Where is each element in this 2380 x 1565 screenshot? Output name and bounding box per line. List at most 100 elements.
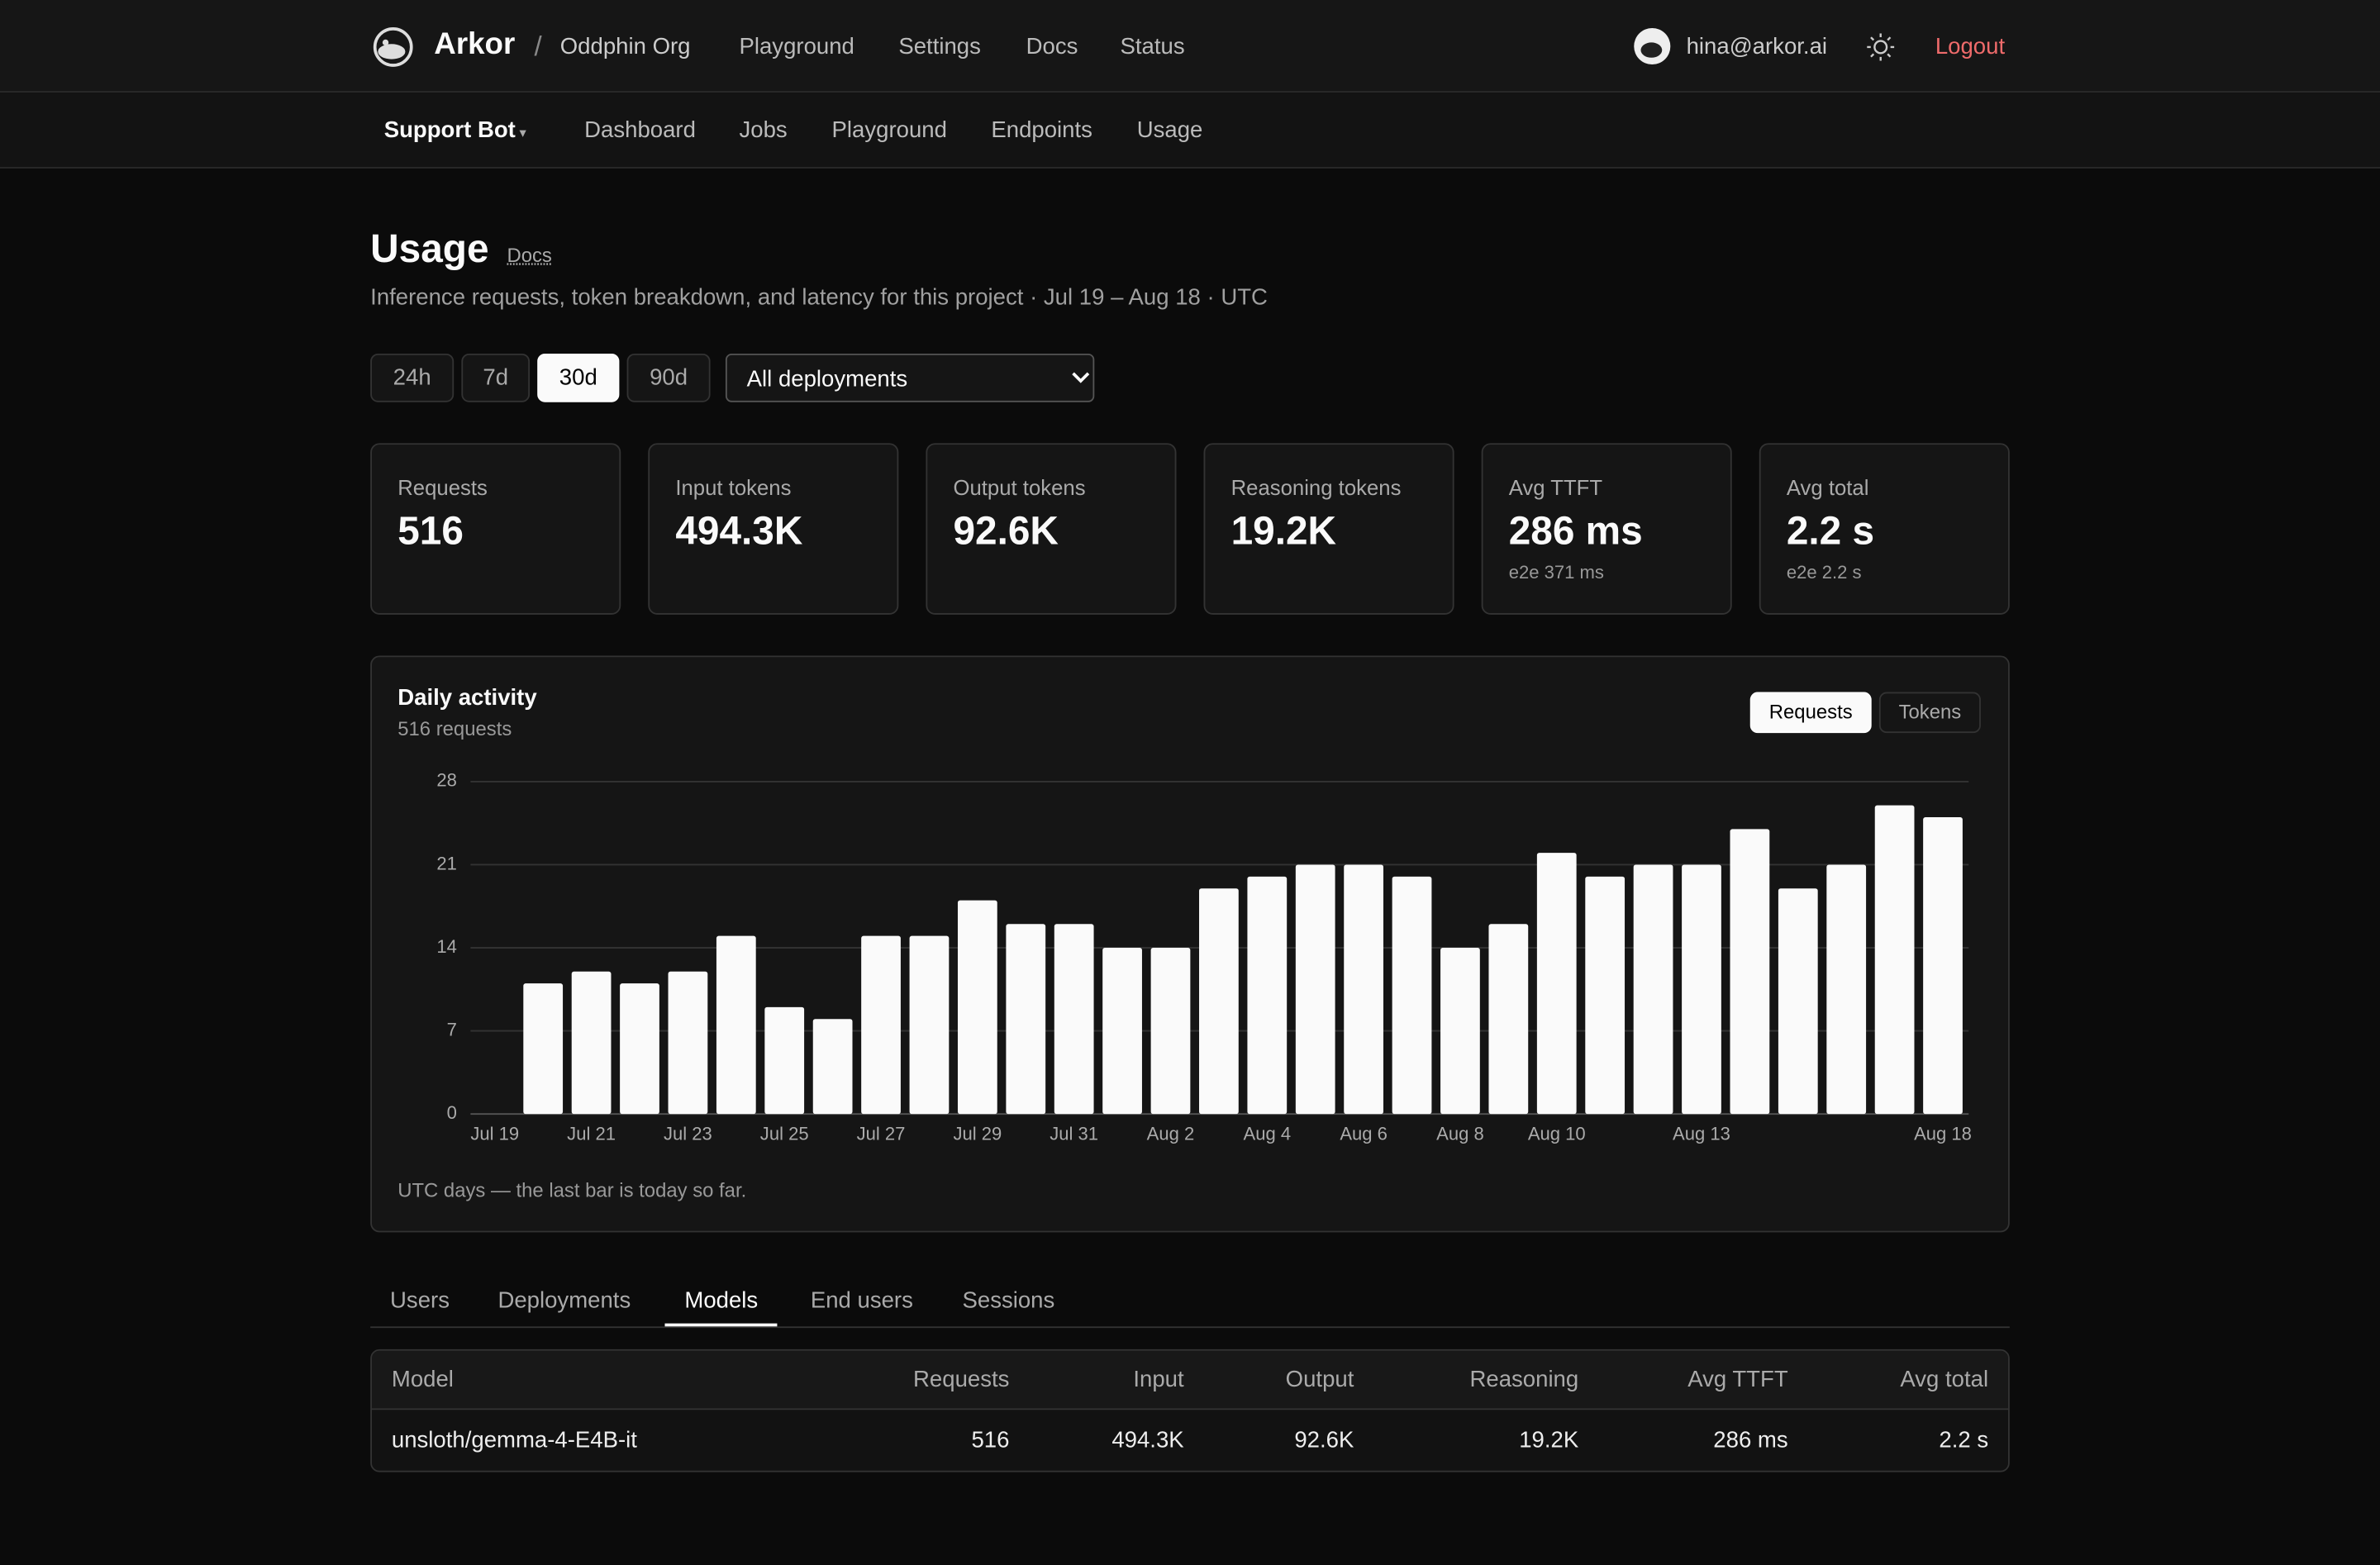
bar [571,971,612,1115]
logout[interactable]: Logout [1935,34,2006,60]
page-subtitle: Inference requests, token breakdown, and… [370,284,1268,311]
stat-card [926,443,1177,615]
stat-label: Input tokens [675,474,792,500]
column-header: Output [1285,1366,1354,1393]
sub-nav-link[interactable]: Endpoints [991,117,1092,144]
x-tick-label: Aug 2 [1147,1124,1195,1144]
bar [1730,829,1770,1115]
bar [620,983,659,1115]
toggle-label[interactable]: Requests [1768,700,1853,724]
sub-nav-link[interactable]: Dashboard [584,117,696,144]
bar [1778,888,1818,1115]
column-header: Input [1133,1366,1184,1393]
range-button[interactable] [537,353,620,402]
range-button[interactable] [461,353,531,402]
bar [523,983,564,1115]
tab[interactable]: Users [390,1287,450,1314]
stat-value: 92.6K [953,507,1059,554]
bar [1536,853,1577,1115]
separator: / [534,31,542,62]
y-tick-label: 14 [436,936,457,957]
bar [1150,948,1191,1115]
x-tick-label: Jul 27 [857,1124,906,1144]
range-label[interactable]: 7d [483,364,509,391]
x-tick-label: Aug 8 [1436,1124,1484,1144]
bar [1874,805,1915,1115]
table-cell: 19.2K [1519,1427,1579,1453]
stat-card [648,443,899,615]
brand[interactable]: Arkor [434,27,516,62]
range-label[interactable]: 90d [650,364,688,391]
chart-note: UTC days — the last bar is today so far. [397,1178,747,1201]
x-tick-label: Aug 13 [1673,1124,1730,1144]
bar [1440,948,1480,1115]
stat-label: Reasoning tokens [1230,474,1402,500]
project-switcher[interactable]: Support Bot ▾ [383,117,526,144]
select-label: All deployments [746,366,908,392]
chart-title: Daily activity [397,685,537,711]
stat-value: 19.2K [1230,507,1337,554]
table-cell: 2.2 s [1939,1427,1989,1453]
docs-link[interactable]: Docs [507,243,552,267]
nav-link[interactable]: Playground [739,34,854,60]
stat-label: Requests [397,474,488,500]
tabs-border [370,1326,2010,1329]
range-button[interactable] [370,353,455,402]
chart-subtitle: 516 requests [397,716,512,740]
stat-label: Avg TTFT [1508,474,1603,500]
stat-sub: e2e 2.2 s [1786,561,1862,583]
org-name[interactable]: Oddphin Org [559,34,691,60]
bar [716,935,756,1115]
tab[interactable]: Sessions [962,1287,1055,1314]
stat-card [1481,443,1732,615]
bar [668,971,708,1115]
column-header: Avg TTFT [1687,1366,1788,1393]
select-chevron [1072,372,1090,383]
nav-link[interactable]: Status [1120,34,1185,60]
stat-value: 2.2 s [1786,507,1875,554]
tab[interactable]: Deployments [497,1287,631,1314]
deployment-select[interactable] [725,353,1095,402]
bar [861,935,901,1115]
avatar[interactable] [1633,27,1671,65]
bar [1488,924,1529,1115]
user-email: hina@arkor.ai [1686,34,1828,60]
x-tick-label: Jul 21 [567,1124,616,1144]
sub-nav-link[interactable]: Usage [1136,117,1203,144]
range-label[interactable]: 30d [559,364,597,391]
theme-toggle[interactable] [1867,33,1895,61]
table-cell: 286 ms [1713,1427,1788,1453]
tab[interactable]: Models [684,1287,759,1314]
table-cell: unsloth/gemma-4-E4B-it [391,1427,637,1453]
stat-card [1759,443,2010,615]
tab[interactable]: End users [810,1287,913,1314]
sub-nav-link[interactable]: Jobs [739,117,788,144]
bar [1102,948,1142,1115]
bar [764,1006,805,1115]
stat-card [1203,443,1454,615]
bar [1585,876,1626,1115]
metric-toggle[interactable] [1749,692,1872,734]
metric-toggle[interactable] [1878,692,1981,734]
table-cell: 516 [971,1427,1010,1453]
range-label[interactable]: 24h [393,364,431,391]
bar [1199,888,1239,1115]
toggle-label[interactable]: Tokens [1898,700,1962,724]
x-tick-label: Aug 4 [1244,1124,1292,1144]
x-tick-label: Jul 25 [760,1124,809,1144]
nav-link[interactable]: Settings [898,34,981,60]
bar [1633,864,1673,1115]
logo[interactable] [370,24,419,69]
bar [1682,864,1721,1115]
range-button[interactable] [626,353,711,402]
x-tick-label: Aug 6 [1340,1124,1388,1144]
x-tick-label: Aug 18 [1914,1124,1972,1144]
sub-nav-link[interactable]: Playground [831,117,947,144]
x-tick-label: Jul 29 [953,1124,1002,1144]
tab-underline [664,1323,778,1327]
x-tick-label: Aug 10 [1528,1124,1586,1144]
x-tick-label: Jul 23 [664,1124,712,1144]
nav-link[interactable]: Docs [1026,34,1078,60]
